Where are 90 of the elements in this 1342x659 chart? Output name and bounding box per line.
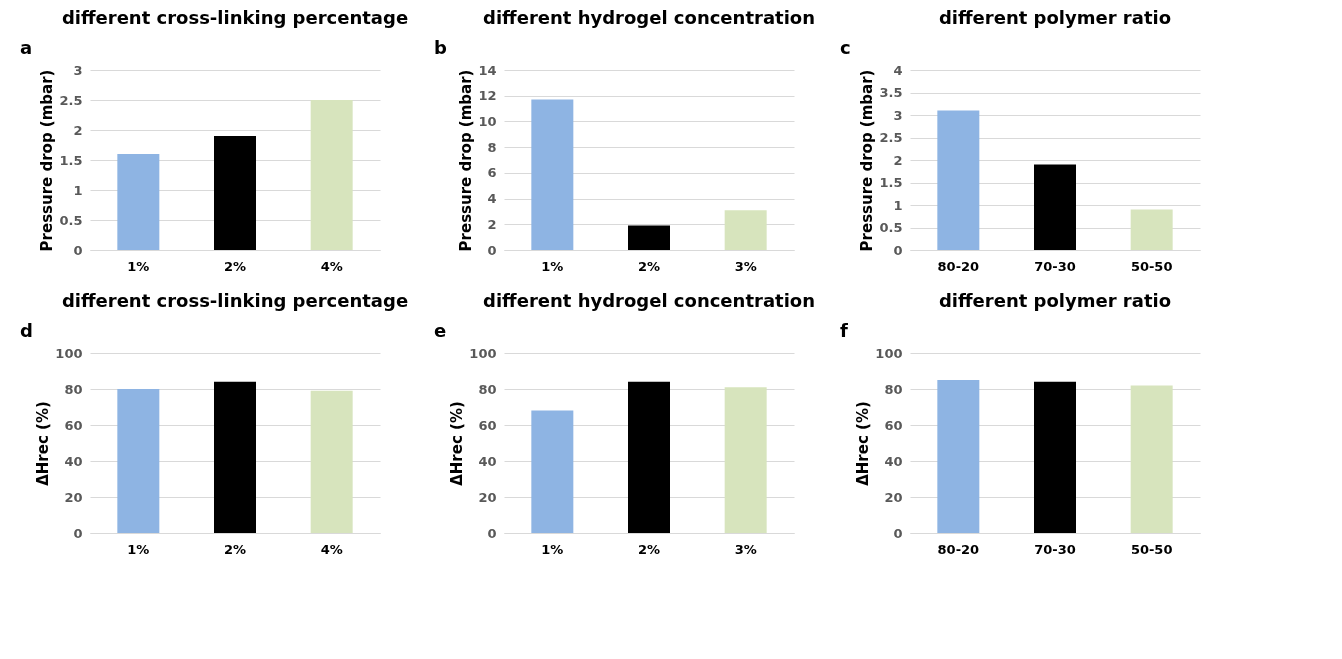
text: a (20, 37, 33, 58)
x-tick-label: 80-20 (937, 541, 980, 557)
chart-title: different polymer ratio (938, 7, 1172, 28)
y-axis-title: ΔHrec (%) (854, 401, 873, 486)
bar (117, 154, 160, 250)
y-tick-label: 60 (884, 417, 903, 433)
bar (1130, 209, 1173, 250)
y-tick-label: 1 (893, 197, 903, 213)
y-axis-title: ΔHrec (%) (34, 401, 53, 486)
y-axis-title: Pressure drop (mbar) (858, 69, 877, 252)
bar (1034, 164, 1076, 250)
y-tick-label: 2.5 (879, 130, 903, 145)
x-tick-label: 1% (541, 541, 564, 557)
y-axis-title: Pressure drop (mbar) (38, 69, 57, 252)
x-tick-label: 2% (223, 258, 247, 274)
x-tick-label: 2% (637, 541, 661, 557)
y-tick-label: 2 (73, 122, 83, 138)
y-tick-label: 2.5 (59, 92, 83, 108)
chart-title: different polymer ratio (938, 290, 1172, 311)
y-tick-label: 40 (64, 453, 83, 469)
bar (628, 381, 670, 533)
y-axis-title: Pressure drop (mbar) (457, 69, 476, 252)
x-tick-label: 70-30 (1034, 258, 1076, 274)
y-tick-label: 0.5 (59, 212, 83, 228)
y-tick-label: 20 (478, 489, 497, 505)
y-tick-label: 1 (73, 182, 83, 198)
text: f (840, 320, 848, 341)
bar (531, 99, 574, 250)
y-tick-label: 1.5 (59, 152, 83, 168)
x-tick-label: 80-20 (937, 258, 980, 274)
text: d (20, 320, 33, 341)
text: c (840, 37, 851, 58)
y-tick-label: 80 (64, 381, 83, 397)
x-tick-label: 1% (127, 541, 150, 557)
text: b (434, 37, 447, 58)
y-tick-label: 0 (73, 525, 83, 541)
y-tick-label: 80 (884, 381, 903, 397)
y-tick-label: 3.5 (879, 85, 903, 100)
x-tick-label: 1% (127, 258, 150, 274)
y-tick-label: 10 (478, 113, 497, 129)
y-tick-label: 100 (875, 345, 903, 361)
y-tick-label: 2 (893, 152, 903, 168)
x-tick-label: 4% (320, 258, 343, 274)
y-tick-label: 60 (64, 417, 83, 433)
y-axis-title: ΔHrec (%) (448, 401, 467, 486)
x-tick-label: 3% (734, 541, 757, 557)
y-tick-label: 2 (487, 216, 497, 232)
bar (628, 225, 670, 250)
bar (214, 136, 256, 250)
bar (724, 387, 767, 533)
y-tick-label: 3 (893, 107, 903, 123)
y-tick-label: 0 (487, 242, 497, 258)
bar (937, 110, 980, 250)
y-tick-label: 6 (487, 165, 497, 181)
x-tick-label: 4% (320, 541, 343, 557)
chart-title: different cross-linking percentage (61, 7, 409, 28)
y-tick-label: 14 (478, 62, 497, 78)
x-tick-label: 70-30 (1034, 541, 1076, 557)
y-tick-label: 40 (478, 453, 497, 469)
y-tick-label: 60 (478, 417, 497, 433)
y-tick-label: 20 (64, 489, 83, 505)
text: e (434, 320, 447, 341)
y-tick-label: 20 (884, 489, 903, 505)
x-tick-label: 2% (637, 258, 661, 274)
y-tick-label: 0 (893, 525, 903, 541)
y-tick-label: 80 (478, 381, 497, 397)
bar (724, 210, 767, 250)
y-tick-label: 12 (478, 88, 497, 104)
y-tick-label: 1.5 (879, 175, 903, 190)
x-tick-label: 1% (541, 258, 564, 274)
x-tick-label: 3% (734, 258, 757, 274)
y-tick-label: 0 (73, 242, 83, 258)
y-tick-label: 100 (469, 345, 497, 361)
y-tick-label: 4 (487, 191, 497, 207)
x-tick-label: 50-50 (1130, 258, 1173, 274)
y-tick-label: 0 (487, 525, 497, 541)
bar (531, 410, 574, 533)
x-tick-label: 2% (223, 541, 247, 557)
chart-title: different cross-linking percentage (61, 290, 409, 311)
y-tick-label: 4 (893, 62, 903, 78)
y-tick-label: 3 (73, 62, 83, 78)
y-tick-label: 0.5 (879, 220, 903, 235)
chart-title: different hydrogel concentration (483, 290, 815, 311)
y-tick-label: 8 (487, 139, 497, 155)
y-tick-label: 100 (55, 345, 83, 361)
x-tick-label: 50-50 (1130, 541, 1173, 557)
y-tick-label: 40 (884, 453, 903, 469)
bar (310, 100, 353, 250)
chart-title: different hydrogel concentration (483, 7, 815, 28)
y-tick-label: 0 (893, 242, 903, 258)
